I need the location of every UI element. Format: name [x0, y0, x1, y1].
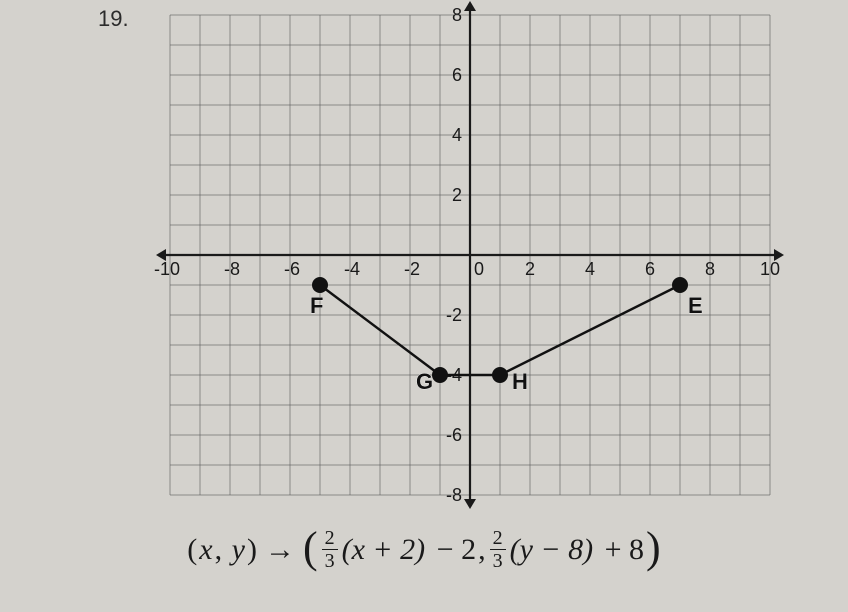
formula-x: x — [199, 533, 212, 567]
x-tick-label: -2 — [404, 259, 420, 279]
x-tick-label: 6 — [645, 259, 655, 279]
y-tick-label: -2 — [446, 305, 462, 325]
x-tick-label: 8 — [705, 259, 715, 279]
coordinate-graph: -10-8-6-4-202468108642-2-4-6-8 EFGH — [150, 0, 790, 510]
x-tick-label: -4 — [344, 259, 360, 279]
x-tick-label: -8 — [224, 259, 240, 279]
y-tick-label: 6 — [452, 65, 462, 85]
point-label-f: F — [310, 293, 323, 318]
y-tick-label: -8 — [446, 485, 462, 505]
point-h — [492, 367, 508, 383]
y-tick-label: -6 — [446, 425, 462, 445]
point-label-h: H — [512, 369, 528, 394]
x-tick-label: -6 — [284, 259, 300, 279]
point-f — [312, 277, 328, 293]
problem-number: 19. — [98, 6, 129, 32]
y-tick-label: 2 — [452, 185, 462, 205]
x-tick-label: 10 — [760, 259, 780, 279]
point-e — [672, 277, 688, 293]
point-label-e: E — [688, 293, 703, 318]
fraction-2: 2 3 — [490, 528, 506, 571]
x-tick-label: 2 — [525, 259, 535, 279]
transformation-formula: (x, y) → ( 2 3 (x + 2) − 2, 2 3 (y − 8) … — [0, 528, 848, 571]
fraction-1: 2 3 — [322, 528, 338, 571]
x-tick-label: -10 — [154, 259, 180, 279]
y-tick-label: 8 — [452, 5, 462, 25]
arrow: → — [265, 533, 295, 567]
x-tick-label: 0 — [474, 259, 484, 279]
graph-svg: -10-8-6-4-202468108642-2-4-6-8 EFGH — [150, 0, 790, 510]
point-label-g: G — [416, 369, 433, 394]
formula-y: y — [232, 533, 245, 567]
point-g — [432, 367, 448, 383]
y-tick-label: 4 — [452, 125, 462, 145]
x-tick-label: 4 — [585, 259, 595, 279]
